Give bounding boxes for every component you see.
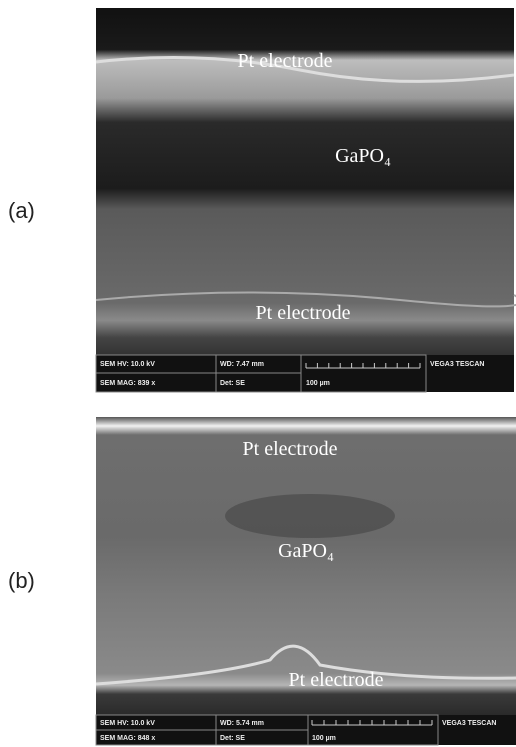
annotation: Pt electrode	[238, 50, 333, 72]
annotation: Pt electrode	[256, 302, 351, 324]
annotation: GaPO₄	[335, 145, 391, 167]
info-text: SEM HV: 10.0 kV	[100, 361, 155, 368]
info-text: VEGA3 TESCAN	[430, 361, 484, 368]
figure: (a) Pt electrode GaPO₄ Pt electrode SEM …	[0, 0, 516, 747]
info-text: SEM MAG: 848 x	[100, 735, 155, 742]
panel-label: (b)	[8, 568, 35, 593]
info-text: WD: 5.74 mm	[220, 720, 264, 727]
annotation: Pt electrode	[289, 669, 384, 691]
info-text: SEM MAG: 839 x	[100, 380, 155, 387]
info-text: VEGA3 TESCAN	[442, 720, 496, 727]
dark-region	[225, 494, 395, 538]
info-text: 100 µm	[312, 735, 336, 742]
panel-label: (a)	[8, 198, 35, 223]
annotation: GaPO₄	[278, 540, 334, 562]
page: {"panels": [ {"label": "(a)", "annotatio…	[0, 0, 516, 747]
info-text: 100 µm	[306, 380, 330, 387]
body: (a) Pt electrode GaPO₄ Pt electrode SEM …	[0, 0, 516, 747]
info-text: WD: 7.47 mm	[220, 361, 264, 368]
annotation: Pt electrode	[243, 438, 338, 460]
info-text: SEM HV: 10.0 kV	[100, 720, 155, 727]
info-text: Det: SE	[220, 380, 245, 387]
info-text: Det: SE	[220, 735, 245, 742]
